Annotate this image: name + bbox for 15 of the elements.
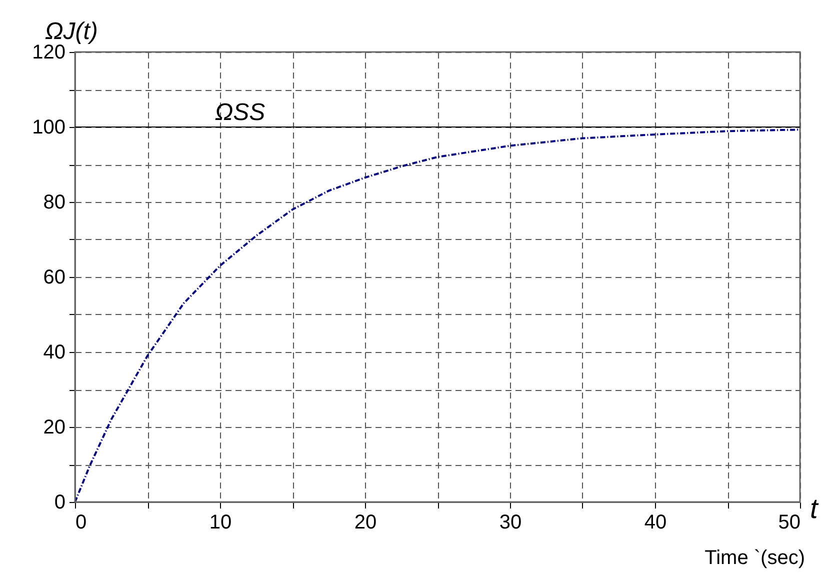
- y-tick-label: 20: [43, 416, 66, 438]
- ref-line-label: ΩSS: [214, 99, 266, 126]
- x-tick-label: 40: [644, 512, 667, 534]
- x-tick-label: 20: [354, 512, 377, 534]
- x-tick-label: 0: [76, 512, 87, 534]
- y-tick-label: 80: [43, 192, 66, 214]
- y-tick-label: 100: [32, 116, 66, 138]
- text: t: [810, 493, 819, 524]
- x-axis-title: Time `(sec): [704, 547, 805, 569]
- y-tick-label: 0: [54, 492, 66, 514]
- y-tick-label: 40: [43, 342, 66, 364]
- x-tick-label: 10: [209, 512, 232, 534]
- x-tick-label: 50: [778, 512, 800, 534]
- y-tick-label: 60: [43, 266, 66, 288]
- x-tick-label: 30: [499, 512, 522, 534]
